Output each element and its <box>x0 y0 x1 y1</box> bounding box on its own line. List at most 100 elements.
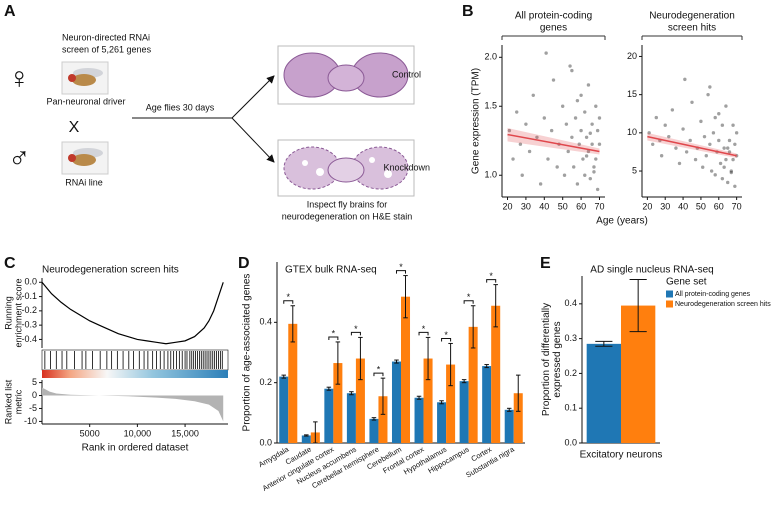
point <box>724 157 728 162</box>
point <box>581 157 585 161</box>
error-bar <box>493 284 498 328</box>
x-tick-label: 40 <box>539 201 549 211</box>
panel-title: GTEX bulk RNA-seq <box>285 265 377 276</box>
driver-label: Pan-neuronal driver <box>46 96 125 106</box>
bar <box>401 296 411 443</box>
point <box>663 123 667 127</box>
error-bar <box>371 417 377 421</box>
y-tick-label: 0.0 <box>259 437 272 447</box>
hit-strip <box>41 349 229 371</box>
point <box>592 165 596 169</box>
point <box>544 51 548 55</box>
point <box>520 173 524 177</box>
point <box>524 122 528 126</box>
screen-text: Neuron-directed RNAi <box>62 32 150 42</box>
x-tick-label: 20 <box>642 201 652 211</box>
significance-bracket <box>486 279 497 283</box>
error-bar <box>335 341 341 385</box>
bar <box>423 358 433 443</box>
point <box>724 104 728 108</box>
legend-swatch <box>666 290 673 298</box>
bar <box>288 323 298 443</box>
significance-label: * <box>399 262 403 272</box>
bar <box>324 388 334 443</box>
bar <box>513 393 523 443</box>
y-tick-label: 5 <box>632 165 637 175</box>
legend-title: Gene set <box>666 277 707 288</box>
point <box>722 165 726 169</box>
point <box>722 146 726 150</box>
point <box>677 161 682 166</box>
vacuole <box>384 170 392 178</box>
point <box>538 182 543 186</box>
brain-center <box>327 157 365 183</box>
point <box>717 112 721 116</box>
point <box>670 108 675 112</box>
y-tick-label: -0.4 <box>21 334 37 344</box>
significance-label: * <box>422 324 426 334</box>
point <box>586 149 591 154</box>
error-bar <box>416 395 422 400</box>
legend-swatch <box>666 300 673 308</box>
point <box>575 98 580 103</box>
x-tick-label: 50 <box>696 201 706 211</box>
panel-label: B <box>462 3 474 20</box>
point <box>726 180 730 185</box>
significance-bracket <box>395 270 407 274</box>
fly-body <box>72 74 96 86</box>
point <box>551 78 556 82</box>
legend-label: All protein-coding genes <box>675 291 751 298</box>
significance-bracket <box>418 331 429 336</box>
point <box>688 138 692 143</box>
point <box>515 110 519 114</box>
point <box>577 142 581 146</box>
significance-label: * <box>287 292 291 302</box>
point <box>507 128 512 133</box>
point <box>594 157 598 161</box>
x-tick-label: 50 <box>558 201 568 211</box>
point <box>720 176 725 181</box>
error-bar <box>326 386 332 391</box>
point <box>729 169 733 173</box>
error-bar <box>281 374 287 379</box>
error-bar <box>358 336 363 381</box>
cross-symbol: X <box>69 119 80 136</box>
y-axis-label: Proportion of differentially <box>541 303 552 416</box>
screen-text: screen of 5,261 genes <box>62 44 152 54</box>
error-bar <box>439 400 444 405</box>
rnai-label: RNAi line <box>65 177 103 187</box>
rank-gradient <box>42 370 228 378</box>
point <box>731 123 735 127</box>
brain-image <box>277 139 415 197</box>
point <box>562 173 567 177</box>
vacuole <box>302 160 308 166</box>
point <box>647 131 651 135</box>
point <box>579 93 583 97</box>
x-tick-label: Excitatory neurons <box>580 450 663 461</box>
point <box>659 154 664 158</box>
error-bar <box>313 421 318 444</box>
point <box>699 119 703 124</box>
point <box>518 142 523 146</box>
point <box>597 116 602 120</box>
x-tick-label: 20 <box>503 201 513 211</box>
point <box>549 128 554 133</box>
fly-eye <box>68 74 76 82</box>
bar <box>482 366 492 443</box>
point <box>590 142 594 146</box>
point <box>674 146 678 150</box>
point <box>564 122 569 126</box>
point <box>733 142 737 146</box>
y-axis-label: metric <box>13 389 23 414</box>
point <box>586 83 591 87</box>
point <box>713 115 717 120</box>
point <box>546 157 550 161</box>
x-tick-label: 5000 <box>80 428 100 438</box>
y-tick-label: -0.1 <box>21 291 37 301</box>
significance-bracket <box>283 300 294 304</box>
male-symbol: ♂ <box>8 142 31 175</box>
outcome-label: Knockdown <box>383 162 430 172</box>
point <box>583 110 587 114</box>
point <box>594 104 598 108</box>
y-tick-label: 2.0 <box>484 52 497 62</box>
